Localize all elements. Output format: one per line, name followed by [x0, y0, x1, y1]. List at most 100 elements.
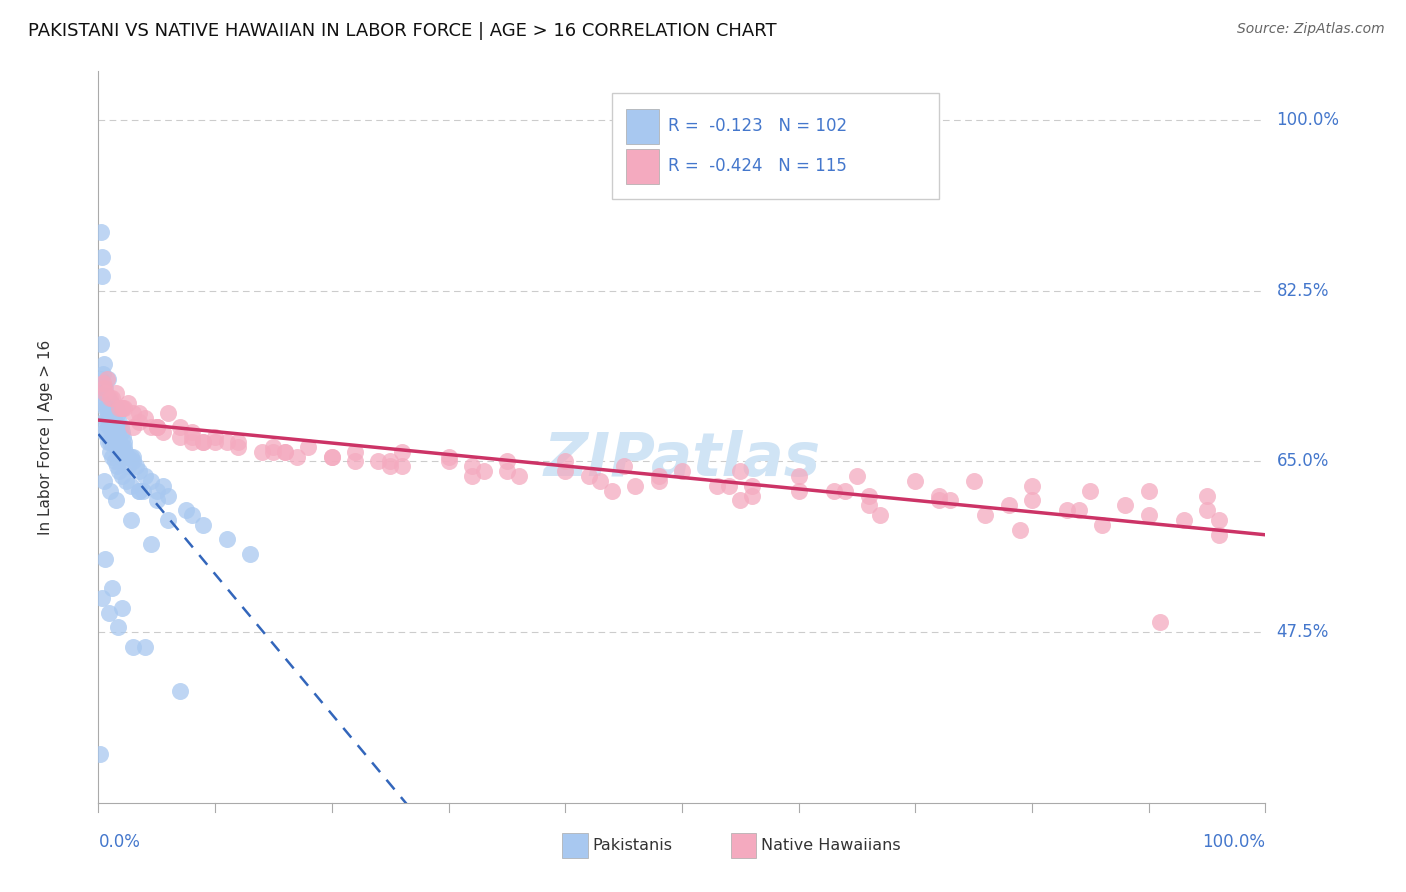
Point	[228, 434, 250, 449]
Point	[297, 440, 319, 454]
Point	[122, 420, 145, 434]
Point	[128, 416, 150, 430]
Point	[111, 430, 134, 444]
Point	[706, 479, 728, 493]
Point	[101, 450, 124, 464]
Point	[939, 493, 962, 508]
Point	[391, 444, 413, 458]
Point	[285, 450, 308, 464]
Point	[858, 499, 880, 513]
Text: Pakistanis: Pakistanis	[592, 838, 672, 853]
Point	[239, 547, 262, 561]
Point	[122, 450, 145, 464]
Point	[120, 513, 142, 527]
Point	[96, 401, 118, 415]
Point	[107, 620, 129, 634]
Point	[928, 489, 950, 503]
Point	[193, 517, 215, 532]
Point	[1021, 493, 1043, 508]
Point	[97, 434, 120, 449]
Text: In Labor Force | Age > 16: In Labor Force | Age > 16	[38, 340, 53, 534]
Point	[228, 440, 250, 454]
Point	[578, 469, 600, 483]
Point	[90, 381, 112, 395]
Point	[98, 483, 121, 498]
Point	[380, 454, 402, 468]
Point	[1137, 508, 1160, 522]
Point	[1114, 499, 1136, 513]
Point	[97, 371, 120, 385]
Text: 100.0%: 100.0%	[1202, 833, 1265, 851]
Point	[624, 479, 647, 493]
Point	[997, 499, 1019, 513]
Point	[108, 464, 131, 478]
Point	[180, 508, 202, 522]
Point	[554, 454, 576, 468]
Point	[122, 406, 145, 420]
Point	[98, 444, 121, 458]
Point	[1137, 483, 1160, 498]
Point	[437, 450, 460, 464]
Point	[114, 444, 136, 458]
Point	[274, 444, 297, 458]
Point	[107, 425, 129, 440]
Point	[472, 464, 495, 478]
Point	[215, 434, 238, 449]
Point	[105, 425, 128, 440]
Point	[321, 450, 343, 464]
Point	[671, 464, 693, 478]
Point	[93, 357, 115, 371]
Bar	[626, 149, 658, 184]
Point	[104, 440, 127, 454]
Point	[107, 406, 129, 420]
Point	[1208, 527, 1230, 541]
Text: 100.0%: 100.0%	[1277, 112, 1340, 129]
Point	[834, 483, 856, 498]
Point	[869, 508, 891, 522]
Point	[90, 396, 112, 410]
Point	[600, 483, 623, 498]
Point	[128, 406, 150, 420]
Point	[91, 376, 114, 391]
Point	[437, 454, 460, 468]
Text: 65.0%: 65.0%	[1277, 452, 1329, 470]
Point	[111, 450, 134, 464]
Point	[157, 406, 180, 420]
Point	[104, 386, 127, 401]
Point	[367, 454, 389, 468]
Text: Source: ZipAtlas.com: Source: ZipAtlas.com	[1237, 22, 1385, 37]
Point	[90, 225, 112, 239]
Point	[1021, 479, 1043, 493]
Point	[104, 434, 127, 449]
Point	[111, 425, 134, 440]
Point	[90, 269, 112, 284]
Point	[125, 459, 148, 474]
Point	[108, 401, 131, 415]
Point	[730, 464, 752, 478]
Point	[103, 410, 125, 425]
Point	[139, 537, 162, 551]
Point	[461, 459, 484, 474]
Point	[89, 747, 111, 761]
Point	[97, 420, 120, 434]
Point	[104, 454, 127, 468]
Text: ZIPatlas: ZIPatlas	[543, 430, 821, 489]
Point	[741, 489, 763, 503]
Point	[554, 464, 576, 478]
Point	[962, 474, 984, 488]
Point	[204, 434, 226, 449]
Bar	[626, 109, 658, 144]
Point	[146, 420, 169, 434]
Point	[104, 493, 127, 508]
Point	[180, 434, 202, 449]
Point	[250, 444, 273, 458]
Point	[928, 493, 950, 508]
Point	[1010, 523, 1032, 537]
Point	[496, 464, 519, 478]
Point	[94, 425, 117, 440]
Point	[496, 454, 519, 468]
Point	[104, 420, 127, 434]
Point	[647, 474, 669, 488]
Point	[111, 401, 134, 415]
Point	[97, 391, 120, 405]
